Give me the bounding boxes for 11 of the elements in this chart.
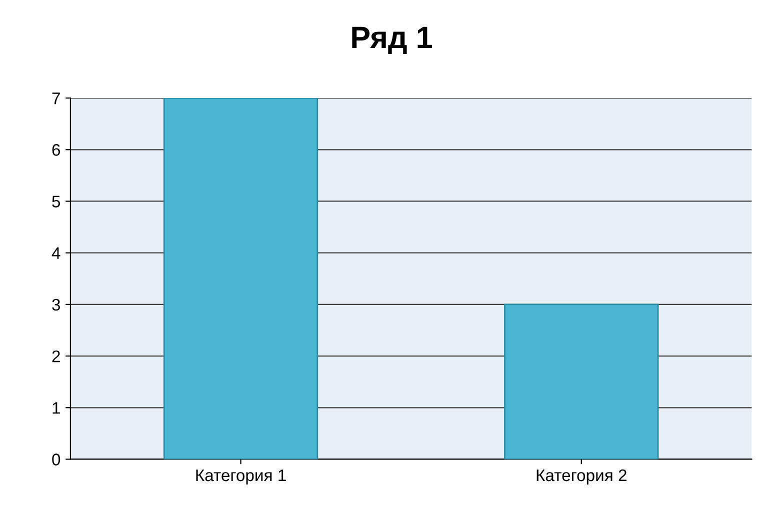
y-tick-label: 1 [52, 402, 60, 414]
y-tick-label: 0 [52, 454, 60, 466]
y-tick-label: 7 [52, 92, 60, 104]
x-tick-label: Категория 1 [196, 470, 286, 484]
x-tick-label: Категория 2 [536, 469, 626, 484]
y-tick-label: 4 [52, 247, 60, 259]
y-tick-label: 5 [52, 196, 60, 208]
chart-title: Ряд 1 [352, 26, 432, 54]
y-tick-label: 6 [52, 144, 60, 156]
y-tick-label: 2 [52, 350, 60, 362]
y-tick-label: 3 [52, 298, 60, 311]
